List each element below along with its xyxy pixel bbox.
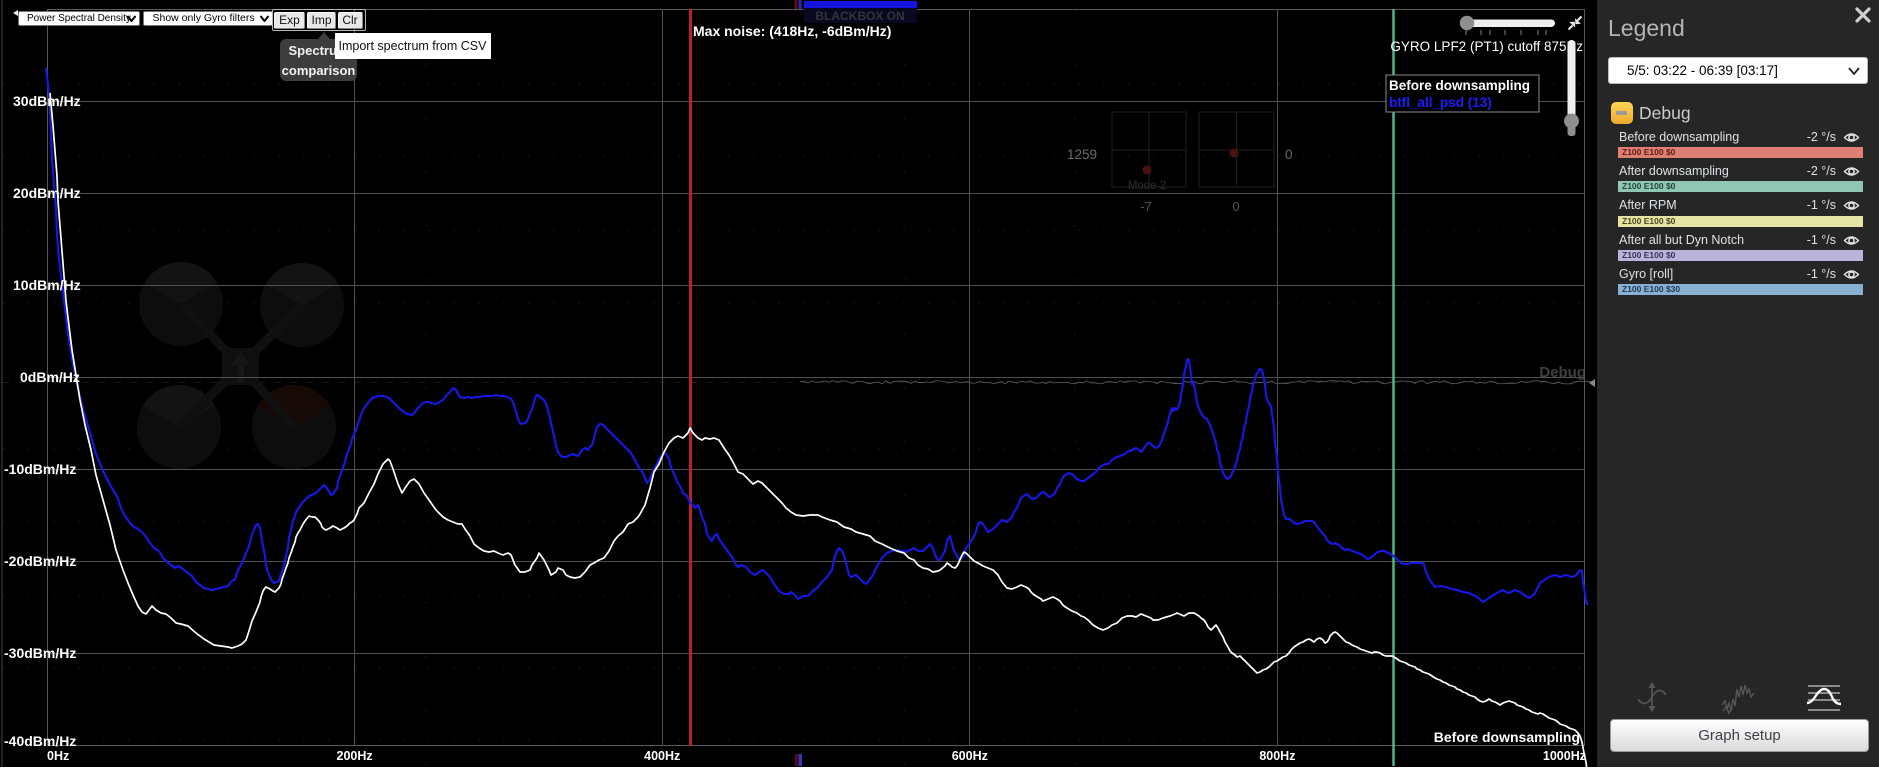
svg-text:GYRO LPF2 (PT1) cutoff 875Hz: GYRO LPF2 (PT1) cutoff 875Hz (1390, 39, 1583, 54)
svg-text:20dBm/Hz: 20dBm/Hz (13, 185, 81, 201)
svg-text:200Hz: 200Hz (337, 749, 373, 763)
svg-text:-30dBm/Hz: -30dBm/Hz (4, 645, 76, 661)
svg-text:btfl_all_psd (13): btfl_all_psd (13) (1389, 95, 1492, 110)
svg-text:1000Hz: 1000Hz (1543, 749, 1586, 763)
svg-text:-10dBm/Hz: -10dBm/Hz (4, 461, 76, 477)
svg-text:-40dBm/Hz: -40dBm/Hz (4, 733, 76, 749)
svg-text:800Hz: 800Hz (1259, 749, 1295, 763)
svg-text:Mode 2: Mode 2 (1128, 180, 1166, 192)
svg-text:600Hz: 600Hz (952, 749, 988, 763)
svg-text:0: 0 (1232, 199, 1239, 214)
svg-text:Debug: Debug (1539, 364, 1586, 381)
svg-text:Before downsampling: Before downsampling (1389, 78, 1530, 93)
svg-text:Max noise: (418Hz, -6dBm/Hz): Max noise: (418Hz, -6dBm/Hz) (693, 23, 891, 39)
svg-text:1259: 1259 (1067, 147, 1097, 162)
svg-text:Before downsampling: Before downsampling (1434, 729, 1580, 745)
svg-text:10dBm/Hz: 10dBm/Hz (13, 277, 81, 293)
svg-text:-7: -7 (1140, 199, 1152, 214)
svg-text:-20dBm/Hz: -20dBm/Hz (4, 553, 76, 569)
svg-text:BLACKBOX ON: BLACKBOX ON (815, 9, 904, 23)
svg-text:30dBm/Hz: 30dBm/Hz (13, 93, 81, 109)
svg-text:0Hz: 0Hz (47, 749, 69, 763)
svg-text:0dBm/Hz: 0dBm/Hz (20, 369, 80, 385)
svg-text:0: 0 (1285, 147, 1293, 162)
svg-text:400Hz: 400Hz (644, 749, 680, 763)
